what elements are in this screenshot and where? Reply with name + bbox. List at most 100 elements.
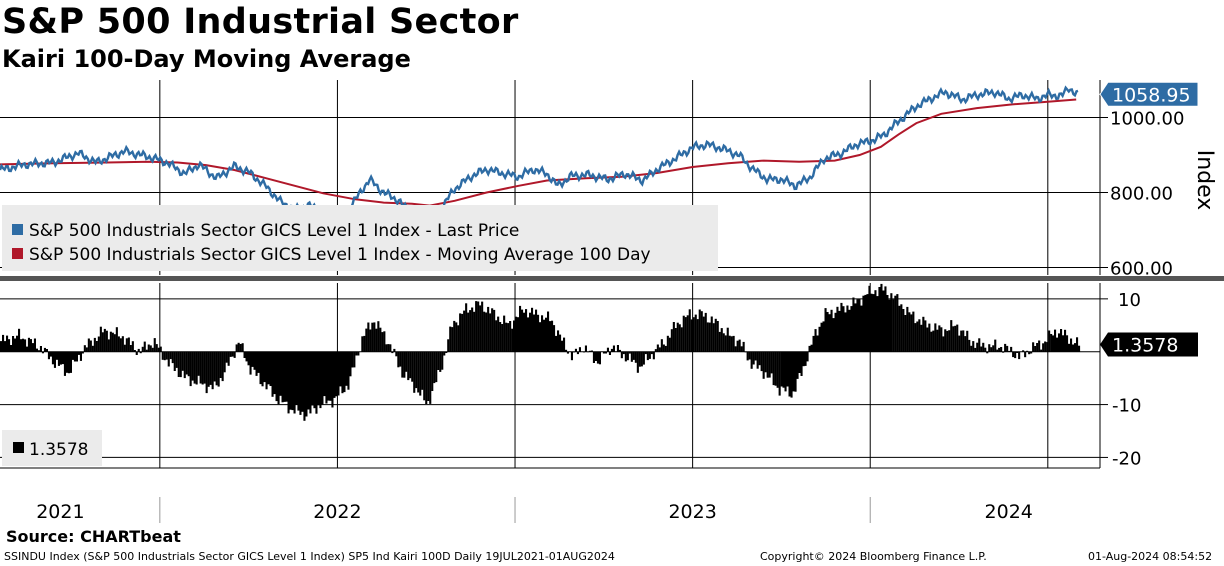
kairi-bar — [457, 325, 460, 352]
kairi-bar — [872, 294, 875, 352]
kairi-bar — [978, 338, 981, 352]
kairi-bar — [680, 327, 683, 352]
kairi-bar — [103, 328, 106, 352]
price-last-value-tag: 1058.95 — [1099, 81, 1199, 107]
kairi-bar — [217, 351, 220, 387]
kairi-bar — [399, 351, 402, 367]
kairi-bar — [425, 351, 428, 404]
kairi-bar — [1072, 344, 1075, 352]
kairi-bar — [870, 293, 873, 352]
kairi-bar — [14, 338, 17, 352]
kairi-bar — [435, 351, 438, 383]
kairi-bar — [738, 339, 741, 352]
kairi-bar — [291, 351, 294, 411]
kairi-bar — [463, 310, 466, 352]
kairi-bar — [243, 351, 246, 358]
kairi-bar — [109, 331, 112, 352]
kairi-bar — [215, 351, 218, 386]
kairi-bar — [415, 351, 418, 389]
kairi-bar — [1034, 346, 1037, 352]
kairi-bar — [133, 350, 136, 352]
kairi-bar — [241, 343, 244, 352]
kairi-bar — [391, 351, 394, 354]
kairi-bar — [501, 324, 504, 352]
kairi-bar — [183, 351, 186, 379]
kairi-bar — [904, 315, 907, 352]
kairi-bar — [489, 313, 492, 352]
kairi-bar — [361, 336, 364, 352]
x-axis-labels: 2021 2022 2023 2024 — [36, 497, 1033, 523]
kairi-bar — [453, 320, 456, 352]
kairi-bar — [403, 351, 406, 378]
kairi-bar — [255, 351, 258, 376]
kairi-bar — [565, 349, 568, 352]
kairi-bar — [531, 307, 534, 352]
kairi-bar — [1016, 351, 1019, 353]
kairi-bar — [49, 351, 52, 357]
kairi-bar — [24, 339, 27, 352]
kairi-bar — [421, 351, 424, 390]
kairi-bar — [509, 321, 512, 352]
kairi-bar — [543, 319, 546, 352]
kairi-bar — [684, 317, 687, 352]
kairi-bar — [377, 321, 380, 352]
kairi-bar — [105, 330, 108, 352]
kairi-bar — [802, 351, 805, 367]
kairi-bar — [962, 330, 965, 352]
legend-swatch-ma — [12, 248, 23, 259]
kairi-bar — [331, 351, 334, 408]
kairi-bar — [295, 351, 298, 405]
kairi-bar — [201, 351, 204, 385]
kairi-bar — [814, 329, 817, 352]
kairi-bar — [722, 333, 725, 352]
kairi-bar — [89, 340, 92, 352]
kairi-bar — [53, 351, 56, 368]
kairi-bar — [245, 351, 248, 362]
kairi-bar — [590, 350, 593, 352]
kairi-bar — [658, 347, 661, 352]
kairi-bar — [858, 299, 861, 352]
kairi-bar — [285, 351, 288, 402]
kairi-bar — [63, 351, 66, 376]
kairi-bar — [525, 309, 528, 352]
kairi-bar — [906, 306, 909, 352]
kairi-bar — [317, 351, 320, 406]
kairi-bar — [283, 351, 286, 402]
kairi-bar — [752, 351, 755, 365]
kairi-bar — [115, 327, 118, 352]
kairi-bar — [379, 327, 382, 352]
kairi-bar — [864, 294, 867, 352]
kairi-bar — [730, 336, 733, 352]
kairi-bar — [147, 344, 150, 352]
kairi-bar — [77, 351, 80, 355]
kairi-bar — [397, 351, 400, 368]
kairi-bar — [972, 341, 975, 352]
kairi-bar — [878, 287, 881, 352]
kairi-bar — [313, 351, 316, 409]
kairi-bar — [882, 290, 885, 352]
kairi-bar — [874, 290, 877, 352]
kairi-bar — [766, 351, 769, 378]
kairi-bar — [287, 351, 290, 414]
kairi-bar — [471, 307, 474, 352]
kairi-bar — [1064, 329, 1067, 352]
kairi-bar — [41, 351, 44, 354]
kairi-bar — [886, 295, 889, 352]
kairi-bar — [598, 351, 601, 365]
kairi-bar — [205, 351, 208, 394]
kairi-bar — [451, 327, 454, 352]
upper-y-ticks: 1000.00 800.00 600.00 — [1100, 109, 1184, 280]
kairi-bar — [219, 351, 222, 378]
kairi-bar — [762, 351, 765, 379]
kairi-bar — [137, 348, 140, 352]
kairi-bar — [622, 351, 625, 355]
kairi-bar — [385, 344, 388, 352]
kairi-bar — [18, 328, 21, 352]
kairi-bar — [153, 338, 156, 352]
kairi-bar — [2, 334, 5, 352]
kairi-bar — [175, 351, 178, 368]
kairi-bar — [22, 338, 25, 352]
kairi-bar — [535, 309, 538, 352]
kairi-bar — [181, 351, 184, 371]
